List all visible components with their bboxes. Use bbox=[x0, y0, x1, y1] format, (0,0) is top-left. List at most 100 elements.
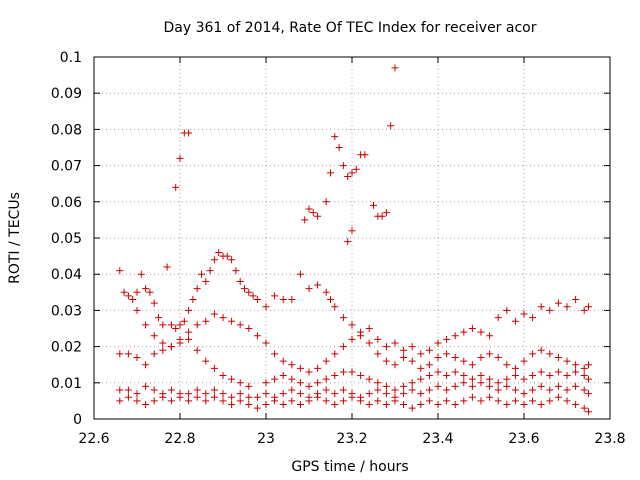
series-upper-arcs bbox=[116, 248, 592, 358]
data-point bbox=[425, 346, 433, 354]
data-point bbox=[327, 169, 334, 177]
data-point bbox=[387, 122, 395, 130]
data-point bbox=[563, 372, 571, 380]
data-point bbox=[279, 357, 287, 365]
data-point bbox=[176, 390, 184, 398]
data-point bbox=[554, 368, 562, 376]
data-point bbox=[279, 372, 287, 380]
data-point bbox=[236, 277, 244, 285]
x-tick-label: 23.4 bbox=[422, 431, 453, 447]
data-point bbox=[400, 346, 408, 354]
data-point bbox=[563, 303, 571, 311]
data-point bbox=[477, 353, 485, 361]
x-tick-label: 23.8 bbox=[594, 431, 625, 447]
data-point bbox=[374, 350, 382, 358]
data-point bbox=[150, 397, 158, 405]
data-point bbox=[339, 397, 347, 405]
data-point bbox=[477, 372, 485, 380]
data-point bbox=[408, 386, 416, 394]
data-point bbox=[365, 401, 373, 409]
data-point bbox=[296, 401, 304, 409]
y-tick-label: 0.03 bbox=[51, 303, 82, 319]
data-point bbox=[451, 368, 459, 376]
data-point bbox=[417, 375, 425, 383]
tick-labels: 22.6 22.8 23 23.2 23.4 23.6 23.8 0 0.01 0.02 0.03 0… bbox=[51, 50, 626, 447]
data-point bbox=[434, 339, 442, 347]
data-point bbox=[460, 357, 468, 365]
data-point bbox=[503, 375, 511, 383]
data-point bbox=[344, 172, 352, 180]
data-point bbox=[425, 361, 433, 369]
y-tick-label: 0 bbox=[73, 412, 82, 428]
data-point bbox=[391, 393, 399, 401]
data-point bbox=[236, 379, 244, 387]
data-point bbox=[210, 386, 218, 394]
y-tick-label: 0.04 bbox=[51, 267, 82, 283]
data-point bbox=[193, 393, 201, 401]
data-point bbox=[245, 382, 253, 390]
data-point bbox=[167, 343, 175, 351]
data-point bbox=[537, 368, 545, 376]
data-point bbox=[417, 364, 425, 372]
data-point bbox=[451, 401, 459, 409]
data-point bbox=[400, 353, 408, 361]
data-point bbox=[215, 248, 223, 256]
data-point bbox=[563, 397, 571, 405]
data-point bbox=[425, 386, 433, 394]
data-point bbox=[563, 357, 571, 365]
data-point bbox=[305, 285, 313, 293]
data-point bbox=[417, 401, 425, 409]
data-point bbox=[116, 386, 124, 394]
data-point bbox=[116, 350, 124, 358]
data-point bbox=[150, 332, 158, 340]
series-high-excursions bbox=[172, 64, 399, 246]
data-point bbox=[245, 288, 253, 296]
data-point bbox=[150, 350, 158, 358]
data-point bbox=[365, 390, 373, 398]
points-layer bbox=[116, 64, 592, 416]
data-point bbox=[554, 299, 562, 307]
data-point bbox=[477, 397, 485, 405]
data-point bbox=[529, 386, 537, 394]
data-point bbox=[408, 404, 416, 412]
data-point bbox=[468, 325, 476, 332]
data-point bbox=[236, 390, 244, 398]
data-point bbox=[370, 201, 377, 209]
data-point bbox=[503, 401, 511, 409]
data-point bbox=[322, 357, 330, 365]
data-point bbox=[382, 382, 390, 390]
data-point bbox=[202, 397, 210, 405]
data-point bbox=[120, 288, 128, 296]
y-tick-label: 0.05 bbox=[51, 231, 82, 247]
data-point bbox=[219, 314, 227, 322]
data-point bbox=[210, 256, 218, 264]
data-point bbox=[202, 390, 210, 398]
data-point bbox=[400, 382, 408, 390]
data-point bbox=[279, 390, 287, 398]
data-point bbox=[185, 306, 193, 314]
data-point bbox=[253, 332, 261, 340]
data-point bbox=[511, 372, 519, 380]
data-point bbox=[159, 339, 167, 347]
data-point bbox=[391, 339, 399, 347]
data-point bbox=[228, 393, 236, 401]
data-point bbox=[511, 317, 519, 325]
data-point bbox=[150, 386, 158, 394]
data-point bbox=[365, 325, 373, 332]
data-point bbox=[133, 390, 141, 398]
data-point bbox=[520, 390, 528, 398]
grid-layer bbox=[94, 57, 610, 419]
data-point bbox=[434, 353, 442, 361]
data-point bbox=[305, 368, 313, 376]
data-point bbox=[228, 375, 236, 383]
data-point bbox=[172, 325, 180, 332]
data-point bbox=[271, 292, 279, 300]
data-point bbox=[180, 317, 188, 325]
data-point bbox=[357, 393, 365, 401]
data-point bbox=[339, 386, 347, 394]
data-point bbox=[486, 350, 494, 358]
data-point bbox=[580, 404, 588, 412]
data-point bbox=[185, 129, 193, 137]
data-point bbox=[357, 372, 365, 380]
data-point bbox=[486, 375, 494, 383]
